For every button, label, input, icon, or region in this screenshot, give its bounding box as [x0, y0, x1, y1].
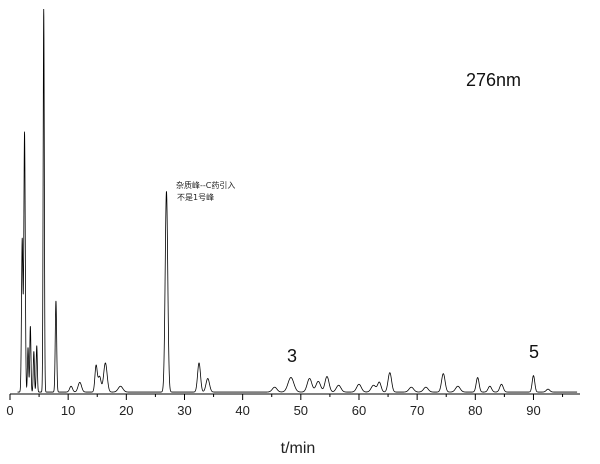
- chromatogram-trace: [17, 9, 578, 393]
- x-tick-label: 30: [177, 403, 191, 418]
- x-tick-label: 80: [468, 403, 482, 418]
- x-tick-label: 20: [119, 403, 133, 418]
- x-axis-title: t/min: [281, 440, 316, 457]
- x-tick-label: 0: [6, 403, 13, 418]
- x-axis-ticks: 0 10 20 30 40 50 60 70 80 90: [6, 394, 564, 418]
- peak-3-label: 3: [287, 346, 297, 366]
- x-tick-label: 90: [526, 403, 540, 418]
- impurity-note-line1: 杂质峰--C药引入: [176, 180, 235, 190]
- x-tick-label: 60: [352, 403, 366, 418]
- x-tick-label: 10: [61, 403, 75, 418]
- impurity-note-line2: 不是1号峰: [177, 192, 214, 202]
- x-tick-label: 50: [294, 403, 308, 418]
- plot-area: 0 10 20 30 40 50 60 70 80 90: [6, 9, 580, 418]
- x-tick-label: 40: [235, 403, 249, 418]
- peak-5-label: 5: [529, 342, 539, 362]
- wavelength-annotation: 276nm: [466, 70, 521, 90]
- x-tick-label: 70: [410, 403, 424, 418]
